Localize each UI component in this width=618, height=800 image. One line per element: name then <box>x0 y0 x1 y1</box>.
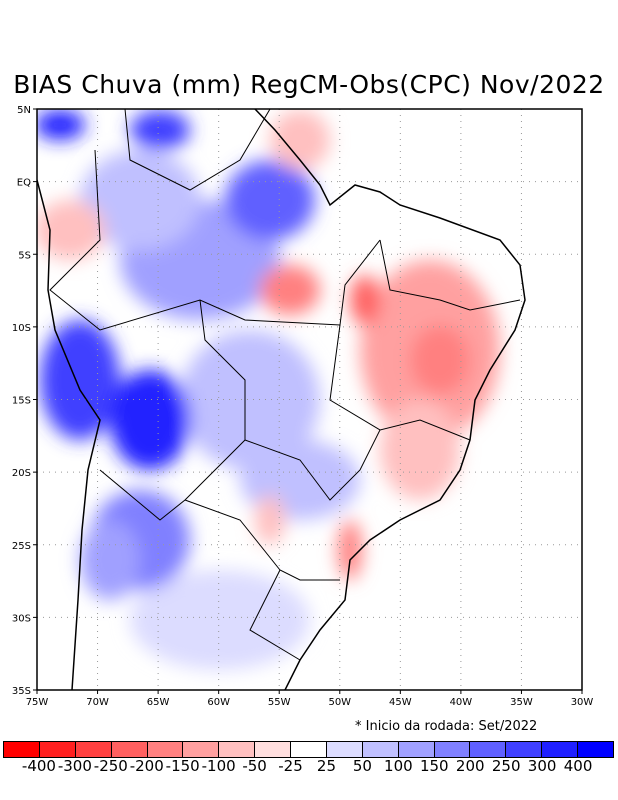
colorbar-swatch <box>470 742 507 757</box>
run-start-note: * Inicio da rodada: Set/2022 <box>355 719 538 734</box>
lat-tick-label: 35S <box>12 686 31 697</box>
colorbar <box>3 741 614 758</box>
colorbar-label: -200 <box>129 757 164 775</box>
colorbar-swatch <box>506 742 543 757</box>
lat-tick-label: 15S <box>12 396 31 407</box>
colorbar-swatch <box>542 742 578 757</box>
bias-contour-region <box>40 320 120 440</box>
colorbar-swatch <box>75 742 112 757</box>
lon-tick-label: 45W <box>389 697 412 708</box>
colorbar-swatch <box>219 742 256 757</box>
lon-tick-label: 35W <box>510 697 533 708</box>
colorbar-label: 300 <box>527 757 557 775</box>
lon-tick-label: 40W <box>450 697 473 708</box>
colorbar-label: -25 <box>278 757 303 775</box>
lon-tick-label: 30W <box>571 697 594 708</box>
lat-tick-label: 10S <box>12 323 31 334</box>
lat-tick-label: 25S <box>12 541 31 552</box>
colorbar-swatch <box>111 742 148 757</box>
colorbar-label: 25 <box>316 757 337 775</box>
lat-tick-label: 30S <box>12 613 31 624</box>
colorbar-label: 400 <box>563 757 593 775</box>
colorbar-label: -100 <box>201 757 236 775</box>
bias-field <box>37 109 582 690</box>
lat-tick-label: 5S <box>18 250 31 261</box>
bias-contour-region <box>130 110 190 150</box>
bias-contour-region <box>270 110 330 170</box>
colorbar-labels: -400 -300 -250 -200 -150 -100 -50 -25 25 50 100 150… <box>0 757 618 777</box>
colorbar-label: -150 <box>165 757 200 775</box>
colorbar-swatch <box>291 742 327 757</box>
lon-tick-label: 55W <box>268 697 291 708</box>
bias-contour-region <box>350 275 380 325</box>
colorbar-label: 150 <box>419 757 449 775</box>
colorbar-swatch <box>4 742 40 757</box>
colorbar-label: 100 <box>384 757 413 775</box>
bias-contour-region <box>410 325 470 395</box>
bias-contour-region <box>180 330 320 470</box>
colorbar-label: 50 <box>352 757 372 775</box>
colorbar-swatch <box>255 742 291 757</box>
lon-tick-label: 50W <box>328 697 351 708</box>
figure-title: BIAS Chuva (mm) RegCM-Obs(CPC) Nov/2022 <box>13 70 605 99</box>
colorbar-label: -300 <box>57 757 92 775</box>
colorbar-label: 200 <box>455 757 485 775</box>
colorbar-swatch <box>183 742 220 757</box>
colorbar-label: 250 <box>491 757 521 775</box>
colorbar-swatch <box>362 742 399 757</box>
lon-tick-label: 65W <box>147 697 170 708</box>
bias-contour-region <box>338 520 362 580</box>
bias-contour-region <box>110 370 190 470</box>
bias-contour-region <box>37 200 105 260</box>
lon-tick-label: 70W <box>86 697 109 708</box>
coastline <box>254 109 526 690</box>
colorbar-swatch <box>39 742 76 757</box>
lat-tick-label: 20S <box>12 468 31 479</box>
bias-contour-region <box>80 150 200 250</box>
colorbar-swatch <box>398 742 435 757</box>
colorbar-swatch <box>147 742 184 757</box>
lat-tick-label: 5N <box>17 105 31 116</box>
pacific-coastline <box>37 179 101 690</box>
bias-contour-region <box>380 400 460 500</box>
colorbar-label: -50 <box>242 757 267 775</box>
lat-tick-label: EQ <box>17 178 31 189</box>
colorbar-label: -250 <box>93 757 128 775</box>
bias-contour-region <box>255 495 285 545</box>
colorbar-label: -400 <box>21 757 56 775</box>
bias-contour-region <box>37 110 85 140</box>
bias-contour-region <box>260 265 320 315</box>
colorbar-swatch <box>434 742 471 757</box>
bias-contour-region <box>225 160 315 240</box>
lon-tick-label: 60W <box>207 697 230 708</box>
colorbar-swatch <box>326 742 363 757</box>
lon-tick-label: 75W <box>26 697 49 708</box>
colorbar-swatch <box>578 742 613 757</box>
bias-contour-region <box>130 570 310 670</box>
bias-contour-region <box>80 520 140 600</box>
borders <box>49 109 521 661</box>
